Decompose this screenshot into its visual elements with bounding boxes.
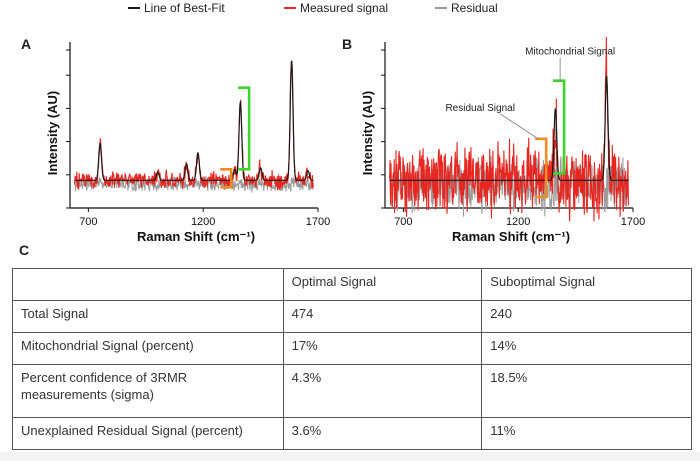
x-axis-title: Raman Shift (cm⁻¹) bbox=[452, 229, 570, 244]
annotation-bracket bbox=[553, 79, 566, 175]
annotation-label: Mitochondrial Signal bbox=[525, 47, 615, 58]
legend-label-measured: Measured signal bbox=[300, 1, 389, 15]
table-cell: Total Signal bbox=[12, 300, 284, 333]
measured-series-line bbox=[389, 36, 629, 222]
best-fit-series-line bbox=[389, 76, 629, 181]
table-cell: 474 bbox=[282, 300, 483, 333]
x-tick-label: 700 bbox=[79, 216, 97, 228]
x-tick-label: 1700 bbox=[306, 216, 330, 228]
results-table: Optimal Signal Suboptimal Signal Total S… bbox=[12, 268, 692, 450]
panel-b-letter: B bbox=[342, 36, 353, 52]
panel-c-letter: C bbox=[19, 242, 30, 258]
legend: Line of Best-Fit Measured signal Residua… bbox=[0, 0, 700, 16]
y-axis-title: Intensity (AU) bbox=[360, 91, 375, 176]
x-tick-label: 1700 bbox=[621, 216, 645, 228]
x-tick-label: 700 bbox=[394, 216, 412, 228]
table-cell: 4.3% bbox=[282, 364, 483, 418]
x-tick-label: 1200 bbox=[506, 216, 530, 228]
panel-b-chart: 700 1200 1700 Raman Shift (cm⁻¹) Intensity (… bbox=[360, 36, 645, 244]
annotation-bracket bbox=[220, 167, 233, 189]
table-cell: 240 bbox=[481, 300, 692, 333]
footer-strip bbox=[0, 452, 700, 461]
table-header-row: Optimal Signal Suboptimal Signal bbox=[12, 268, 692, 301]
table-row: Percent confidence of 3RMR measurements … bbox=[12, 364, 692, 418]
table-header-cell: Suboptimal Signal bbox=[481, 268, 692, 301]
table-cell: 11% bbox=[481, 417, 692, 450]
legend-label-residual: Residual bbox=[451, 1, 498, 15]
panel-a-chart: 700 1200 1700 Raman Shift (cm⁻¹) Intensity (… bbox=[45, 42, 330, 244]
y-axis-title: Intensity (AU) bbox=[45, 91, 60, 176]
annotation-bracket bbox=[535, 137, 548, 199]
table-header-cell: Optimal Signal bbox=[282, 268, 483, 301]
annotation-label: Residual Signal bbox=[445, 103, 515, 114]
table-cell: Mitochondrial Signal (percent) bbox=[12, 332, 284, 365]
table-row: Unexplained Residual Signal (percent) 3.… bbox=[12, 417, 692, 450]
legend-swatch-measured bbox=[284, 7, 296, 9]
measured-series-line bbox=[74, 60, 314, 191]
panel-a-letter: A bbox=[21, 36, 32, 52]
table-row: Total Signal 474 240 bbox=[12, 300, 692, 333]
legend-swatch-best-fit bbox=[128, 7, 140, 9]
table-cell: 3.6% bbox=[282, 417, 483, 450]
table-header-cell bbox=[12, 268, 284, 301]
table-cell: 14% bbox=[481, 332, 692, 365]
legend-label-best-fit: Line of Best-Fit bbox=[144, 1, 225, 15]
legend-swatch-residual bbox=[435, 7, 447, 9]
table-cell: 17% bbox=[282, 332, 483, 365]
table-cell: Percent confidence of 3RMR measurements … bbox=[12, 364, 284, 418]
annotation-leader-line bbox=[499, 113, 539, 140]
table-cell: Unexplained Residual Signal (percent) bbox=[12, 417, 284, 450]
table-row: Mitochondrial Signal (percent) 17% 14% bbox=[12, 332, 692, 365]
table-cell: 18.5% bbox=[481, 364, 692, 418]
best-fit-series-line bbox=[74, 61, 314, 181]
x-axis-title: Raman Shift (cm⁻¹) bbox=[137, 229, 255, 244]
x-tick-label: 1200 bbox=[191, 216, 215, 228]
annotation-bracket bbox=[238, 86, 251, 171]
